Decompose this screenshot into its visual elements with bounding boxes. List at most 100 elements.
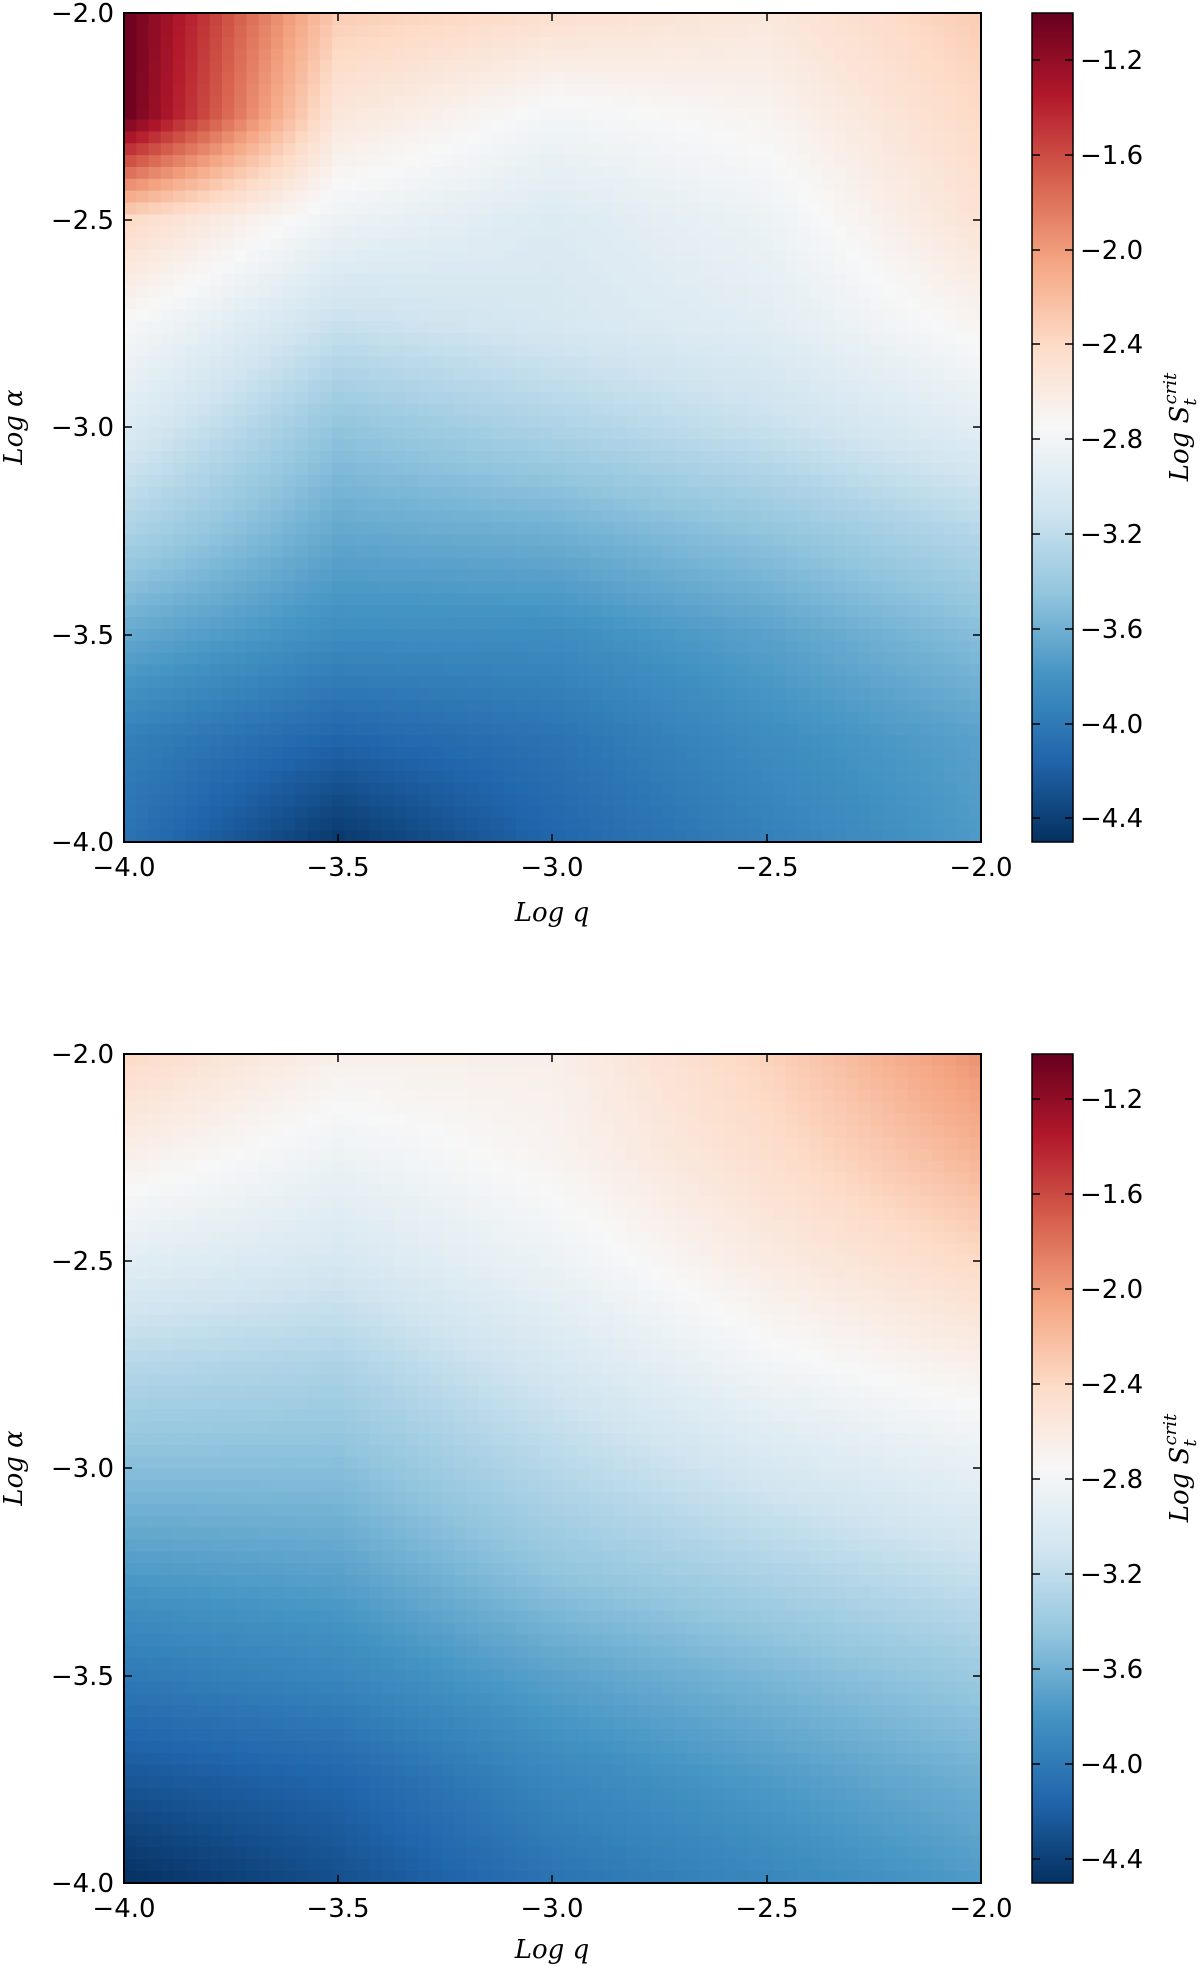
heatmap-cell [430,238,443,251]
heatmap-cell [381,226,394,239]
heatmap-cell [895,320,909,334]
heatmap-cell [785,202,798,215]
heatmap-cell [124,770,137,784]
heatmap-cell [576,226,590,239]
heatmap-cell [405,593,419,606]
heatmap-cell [332,320,345,334]
heatmap-cell [185,711,199,725]
heatmap-cell [674,498,688,511]
heatmap-cell [344,380,358,393]
heatmap-cell [503,688,517,701]
heatmap-cell [748,84,762,97]
heatmap-cell [454,818,468,831]
heatmap-cell [846,273,860,286]
heatmap-cell [552,249,566,263]
heatmap-cell [846,344,860,358]
heatmap-cell [368,557,382,571]
x-tick-label: −3.5 [306,853,369,883]
heatmap-cell [601,36,615,50]
heatmap-cell [540,652,554,665]
heatmap-cell [564,640,578,654]
heatmap-cell [870,688,884,701]
heatmap-cell [185,155,199,168]
heatmap-cell [172,628,186,642]
heatmap-cell [430,652,443,665]
heatmap-cell [307,238,321,251]
heatmap-cell [540,427,554,440]
heatmap-cell [662,735,676,748]
heatmap-cell [834,652,847,665]
heatmap-cell [895,95,909,109]
heatmap-cell [221,119,235,133]
heatmap-cell [148,628,162,642]
heatmap-cell [638,368,652,381]
heatmap-cell [944,13,958,26]
heatmap-cell [393,95,407,109]
heatmap-cell [172,545,186,559]
heatmap-cell [356,166,370,180]
heatmap-cell [185,356,199,369]
heatmap-cell [148,178,162,192]
heatmap-cell [809,439,823,452]
heatmap-cell [576,640,590,654]
heatmap-cell [344,344,358,358]
heatmap-cell [699,13,713,26]
heatmap-cell [576,759,590,772]
heatmap-cell [809,131,823,144]
heatmap-cell [258,711,272,725]
heatmap-cell [748,24,762,38]
heatmap-cell [234,581,248,594]
heatmap-cell [564,463,578,476]
heatmap-cell [185,131,199,144]
heatmap-cell [711,166,725,180]
heatmap-cell [283,640,296,654]
heatmap-cell [711,498,725,511]
colorbar-tick-label: −4.4 [1080,804,1143,834]
heatmap-cell [258,285,272,298]
heatmap-cell [172,498,186,511]
heatmap-cell [197,711,211,725]
heatmap-cell [797,581,811,594]
heatmap-cell [319,463,333,476]
heatmap-cell [491,72,505,85]
heatmap-cell [540,545,554,559]
heatmap-cell [368,84,382,97]
heatmap-cell [172,711,186,725]
heatmap-cell [821,830,835,843]
heatmap-cell [234,84,248,97]
heatmap-cell [283,36,296,50]
heatmap-cell [344,249,358,263]
heatmap-cell [687,451,701,464]
heatmap-cell [834,13,847,26]
heatmap-cell [172,676,186,689]
heatmap-cell [148,119,162,133]
heatmap-cell [295,190,309,204]
heatmap-cell [332,166,345,180]
heatmap-cell [870,830,884,843]
heatmap-cell [430,451,443,464]
heatmap-cell [221,770,235,784]
heatmap-cell [736,95,749,109]
heatmap-cell [821,605,835,618]
heatmap-cell [968,830,982,843]
heatmap-cell [344,60,358,73]
heatmap-cell [821,131,835,144]
heatmap-cell [711,1054,725,1067]
heatmap-cell [785,451,798,464]
heatmap-cell [515,818,529,831]
heatmap-cell [172,463,186,476]
heatmap-cell [772,261,786,275]
heatmap-cell [528,178,541,192]
heatmap-cell [601,190,615,204]
heatmap-cell [491,249,505,263]
heatmap-cell [442,1054,456,1067]
heatmap-cell [319,735,333,748]
heatmap-cell [430,344,443,358]
heatmap-cell [479,439,492,452]
heatmap-cell [613,510,627,523]
heatmap-cell [748,131,762,144]
heatmap-cell [601,309,615,322]
heatmap-cell [760,332,774,346]
heatmap-cell [625,166,639,180]
heatmap-cell [491,143,505,156]
